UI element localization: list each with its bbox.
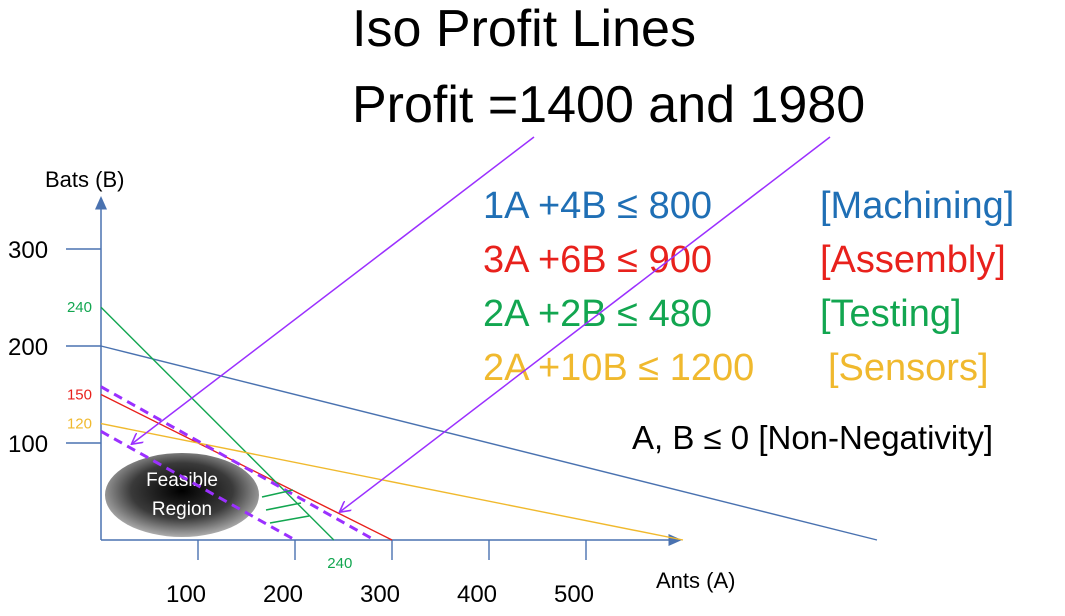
constraint-expr-1: 3A +6B ≤ 900	[483, 239, 712, 281]
line-profit-1980	[100, 385, 376, 542]
non-negativity-label: A, B ≤ 0 [Non-Negativity]	[632, 419, 993, 456]
constraint-label-3: [Sensors]	[828, 347, 989, 389]
constraint-label-2: [Testing]	[820, 293, 962, 335]
feasible-region-label-2: Region	[152, 499, 212, 520]
hatch-marks	[261, 489, 310, 524]
x-tick-label-500: 500	[554, 581, 594, 608]
title-line-1: Iso Profit Lines	[352, 0, 696, 58]
intercept-label-x-240: 240	[327, 555, 352, 572]
feasible-region-label-1: Feasible	[146, 470, 218, 491]
line-sensors	[100, 422, 684, 541]
y-tick-label-200: 200	[8, 334, 48, 361]
y-axis-label: Bats (B)	[45, 167, 124, 192]
line-testing	[100, 306, 335, 541]
axis-ticks: 100 200 300 400 500 100 200 300	[8, 237, 594, 608]
constraint-list: 1A +4B ≤ 800 [Machining] 3A +6B ≤ 900 [Asse…	[483, 185, 1014, 389]
x-axis-label: Ants (A)	[656, 568, 735, 593]
constraint-lines	[100, 306, 878, 542]
constraint-label-1: [Assembly]	[820, 239, 1006, 281]
constraint-expr-3: 2A +10B ≤ 1200	[483, 347, 754, 389]
x-tick-label-100: 100	[166, 581, 206, 608]
x-tick-label-400: 400	[457, 581, 497, 608]
pointer-arrow-1400	[133, 136, 535, 443]
line-machining	[100, 345, 878, 541]
line-profit-1400	[100, 430, 296, 542]
intercept-labels: 240 150 120 240	[67, 299, 352, 572]
pointer-arrow-1980	[341, 136, 831, 511]
y-tick-label-100: 100	[8, 431, 48, 458]
intercept-label-y-240: 240	[67, 299, 92, 316]
x-tick-label-200: 200	[263, 581, 303, 608]
constraint-label-0: [Machining]	[820, 185, 1014, 227]
intercept-label-y-150: 150	[67, 387, 92, 404]
x-tick-label-300: 300	[360, 581, 400, 608]
feasible-region-shape	[105, 453, 259, 537]
intercept-label-y-120: 120	[67, 416, 92, 433]
y-tick-label-300: 300	[8, 237, 48, 264]
title-line-2: Profit =1400 and 1980	[352, 76, 865, 134]
constraint-expr-0: 1A +4B ≤ 800	[483, 185, 712, 227]
